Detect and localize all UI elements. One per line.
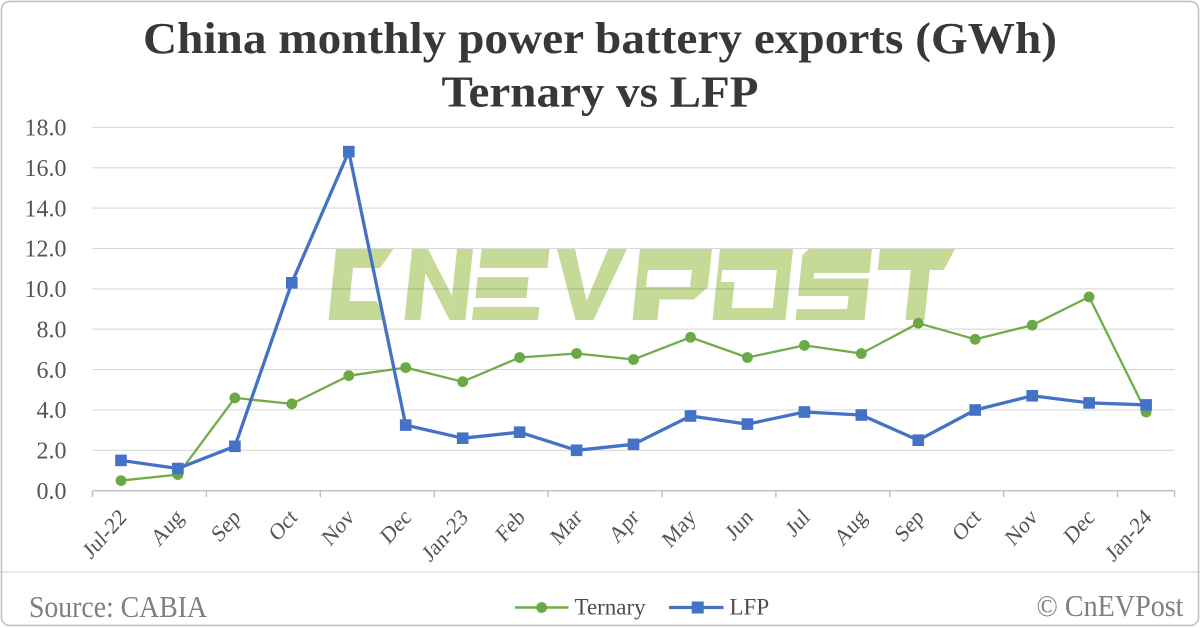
svg-text:16.0: 16.0 xyxy=(25,156,67,182)
svg-text:Ternary vs LFP: Ternary vs LFP xyxy=(442,68,759,117)
svg-text:Ternary: Ternary xyxy=(575,595,647,620)
svg-text:4.0: 4.0 xyxy=(37,398,67,424)
svg-text:LFP: LFP xyxy=(730,595,770,620)
svg-text:6.0: 6.0 xyxy=(37,358,67,384)
svg-text:18.0: 18.0 xyxy=(25,116,67,142)
svg-text:12.0: 12.0 xyxy=(25,237,67,263)
svg-text:China monthly power battery ex: China monthly power battery exports (GWh… xyxy=(143,14,1057,63)
svg-text:© CnEVPost: © CnEVPost xyxy=(1037,588,1184,623)
svg-text:8.0: 8.0 xyxy=(37,317,67,343)
svg-text:2.0: 2.0 xyxy=(37,439,67,465)
svg-text:10.0: 10.0 xyxy=(25,277,67,303)
svg-text:14.0: 14.0 xyxy=(25,196,67,222)
svg-text:0.0: 0.0 xyxy=(37,479,67,505)
svg-text:Source: CABIA: Source: CABIA xyxy=(29,589,208,624)
